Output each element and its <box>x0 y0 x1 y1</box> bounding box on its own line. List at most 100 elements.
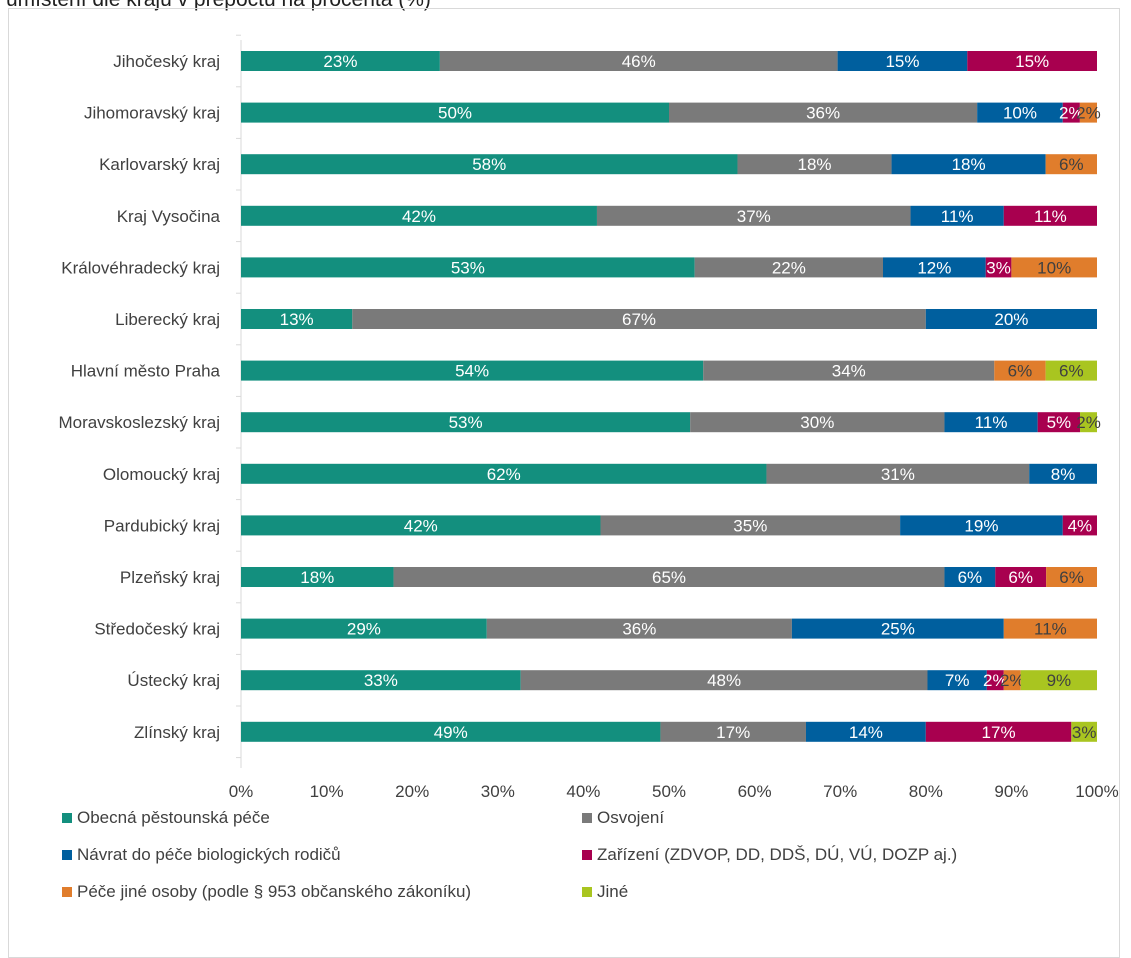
data-label: 2% <box>1076 413 1101 432</box>
data-label: 54% <box>455 362 489 381</box>
bar-segment <box>600 515 901 536</box>
data-label: 6% <box>1059 155 1084 174</box>
data-label: 11% <box>1034 620 1067 639</box>
data-label: 67% <box>622 310 656 329</box>
bar-segment <box>737 154 892 175</box>
x-tick-label: 10% <box>310 782 344 801</box>
bar-segment <box>766 463 1030 484</box>
bar-segment <box>891 154 1046 175</box>
category-label: Pardubický kraj <box>104 516 220 535</box>
data-label: 31% <box>881 465 915 484</box>
bar-segment <box>241 463 767 484</box>
bar-segment <box>1020 670 1097 691</box>
data-label: 6% <box>1059 568 1084 587</box>
data-label: 5% <box>1047 413 1072 432</box>
legend-item: Zařízení (ZDVOP, DD, DDŠ, DÚ, VÚ, DOZP a… <box>582 845 957 865</box>
bar-segment <box>977 102 1063 123</box>
data-label: 17% <box>982 723 1016 742</box>
data-label: 34% <box>832 362 866 381</box>
bar-segment <box>925 309 1097 329</box>
category-label: Liberecký kraj <box>115 310 220 329</box>
legend-label: Jiné <box>597 882 629 901</box>
data-label: 15% <box>1015 52 1049 71</box>
data-label: 2% <box>1076 104 1101 123</box>
bar-segment <box>1003 205 1097 226</box>
stacked-bar-chart: Jihočeský kraj 23% 46% 15% 15% Jihomoravský k… <box>58 34 1119 801</box>
legend-item: Jiné <box>582 882 628 902</box>
data-label: 65% <box>652 568 686 587</box>
bar-segment <box>241 309 353 329</box>
bar-segment <box>791 618 1004 639</box>
bar-segment <box>241 721 661 742</box>
bar-segment <box>1011 257 1097 278</box>
legend-label: Osvojení <box>597 808 665 827</box>
x-tick-label: 100% <box>1075 782 1118 801</box>
bar-segment <box>486 618 792 639</box>
category-label: Moravskoslezský kraj <box>58 413 220 432</box>
bar-segment <box>660 721 806 742</box>
legend-swatch <box>582 850 592 860</box>
bar-segment <box>927 670 987 691</box>
bar-segment <box>669 102 978 123</box>
data-label: 7% <box>945 671 970 690</box>
x-tick-label: 70% <box>823 782 857 801</box>
bar-segment <box>1079 102 1097 123</box>
bar-segment <box>520 670 928 691</box>
legend-item: Péče jiné osoby (podle § 953 občanského … <box>62 882 471 902</box>
x-tick-label: 50% <box>652 782 686 801</box>
legend-label: Návrat do péče biologických rodičů <box>77 845 341 864</box>
category-label: Ústecký kraj <box>127 671 220 690</box>
bar-segment <box>241 154 738 175</box>
bar-segment <box>925 721 1072 742</box>
legend-label: Obecná pěstounská péče <box>77 808 270 827</box>
category-label: Zlínský kraj <box>134 723 220 742</box>
data-label: 9% <box>1047 671 1072 690</box>
data-label: 22% <box>772 258 806 277</box>
data-label: 46% <box>622 52 656 71</box>
legend-item: Osvojení <box>582 808 664 828</box>
bar-segment <box>1045 154 1097 175</box>
bar-segment <box>241 360 704 381</box>
data-label: 29% <box>347 620 381 639</box>
legend-swatch <box>582 887 592 897</box>
x-tick-label: 40% <box>566 782 600 801</box>
bar-segment <box>352 309 926 329</box>
data-label: 33% <box>364 671 398 690</box>
data-label: 2% <box>1000 671 1025 690</box>
data-label: 11% <box>1034 207 1067 226</box>
category-label: Královéhradecký kraj <box>61 258 220 277</box>
bar-segment <box>1029 463 1097 484</box>
data-label: 58% <box>472 155 506 174</box>
data-label: 48% <box>707 671 741 690</box>
data-label: 8% <box>1051 465 1076 484</box>
data-label: 49% <box>434 723 468 742</box>
bar-segment <box>986 670 1004 691</box>
data-label: 30% <box>800 413 834 432</box>
legend-label: Zařízení (ZDVOP, DD, DDŠ, DÚ, VÚ, DOZP a… <box>597 845 958 864</box>
category-label: Kraj Vysočina <box>117 207 221 226</box>
bar-segment <box>837 51 968 71</box>
data-label: 62% <box>487 465 521 484</box>
bar-segment <box>805 721 926 742</box>
bar-segment <box>241 102 669 123</box>
bar-segment <box>944 567 996 587</box>
x-tick-label: 20% <box>395 782 429 801</box>
data-label: 13% <box>280 310 314 329</box>
data-label: 11% <box>975 413 1008 432</box>
data-label: 23% <box>323 52 357 71</box>
bar-segment <box>1003 618 1097 639</box>
category-label: Karlovarský kraj <box>99 155 220 174</box>
data-label: 18% <box>300 568 334 587</box>
bar-segment <box>596 205 911 226</box>
legend-item: Návrat do péče biologických rodičů <box>62 845 341 865</box>
data-label: 35% <box>733 516 767 535</box>
data-label: 36% <box>622 620 656 639</box>
data-label: 12% <box>917 258 951 277</box>
data-label: 42% <box>404 516 438 535</box>
x-tick-label: 90% <box>994 782 1028 801</box>
bar-segment <box>1046 567 1097 587</box>
x-tick-label: 30% <box>481 782 515 801</box>
category-label: Jihomoravský kraj <box>84 104 220 123</box>
bar-segment <box>439 51 838 71</box>
legend-swatch <box>62 850 72 860</box>
